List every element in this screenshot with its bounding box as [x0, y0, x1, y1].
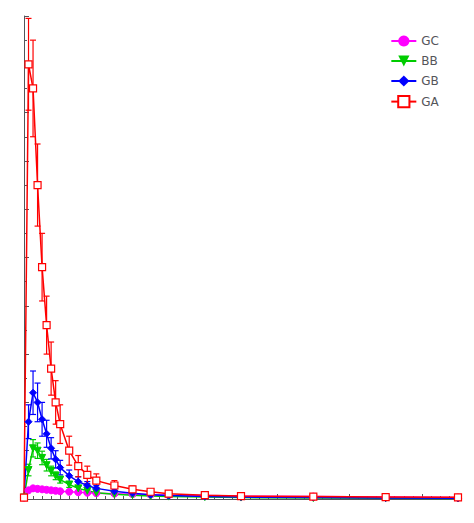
svg-text:GA: GA [421, 95, 439, 109]
svg-text:BB: BB [421, 54, 437, 68]
svg-text:GB: GB [421, 74, 439, 88]
svg-text:GC: GC [421, 34, 439, 48]
